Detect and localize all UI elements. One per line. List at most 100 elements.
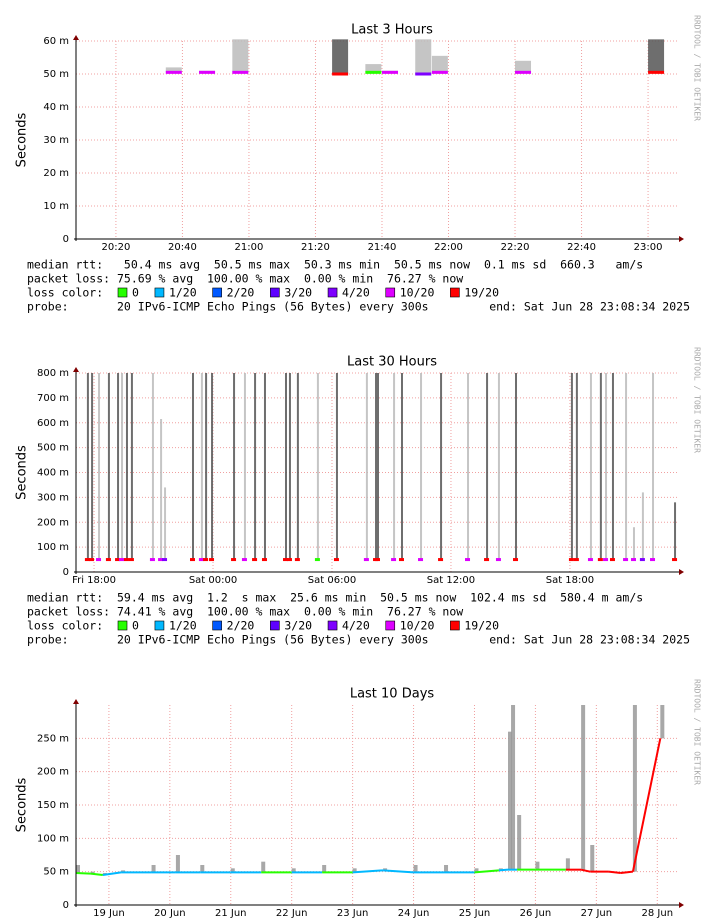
median xyxy=(597,558,603,562)
smoke xyxy=(243,373,246,560)
y-tick-label: 300 m xyxy=(37,492,69,503)
median xyxy=(650,558,656,562)
smoke xyxy=(625,373,628,560)
median xyxy=(672,558,678,562)
side-text: RRDTOOL / TOBI OETIKER xyxy=(693,347,702,453)
probe-line: probe: 20 IPv6-ICMP Echo Pings (56 Bytes… xyxy=(27,633,429,647)
smoke xyxy=(191,373,194,560)
x-tick-label: 24 Jun xyxy=(398,908,430,919)
x-tick-label: 22:40 xyxy=(567,242,596,253)
legend-swatch xyxy=(212,287,222,298)
smoke xyxy=(581,705,586,870)
smoke xyxy=(632,527,635,560)
median xyxy=(415,72,432,76)
smoke xyxy=(375,373,378,560)
smoke xyxy=(611,373,614,560)
legend-swatch xyxy=(270,287,280,298)
median xyxy=(418,558,424,562)
median-line xyxy=(474,869,499,874)
chart-title: Last 10 Days xyxy=(350,687,435,702)
median xyxy=(198,558,204,562)
median xyxy=(115,558,121,562)
smoke xyxy=(383,868,388,871)
x-tick-label: 21:00 xyxy=(235,242,264,253)
y-tick-label: 50 m xyxy=(43,69,69,80)
y-tick-label: 150 m xyxy=(37,800,69,811)
median-line xyxy=(620,870,634,874)
x-arrow xyxy=(679,902,684,908)
smoke xyxy=(400,373,403,560)
smoke xyxy=(288,373,291,560)
x-tick-label: 21 Jun xyxy=(215,908,247,919)
smoke xyxy=(590,845,595,872)
median-line xyxy=(383,869,414,874)
median xyxy=(609,558,615,562)
median xyxy=(623,558,629,562)
smoke xyxy=(431,55,448,73)
median-line xyxy=(498,868,509,872)
smoke xyxy=(261,861,266,873)
median xyxy=(365,70,382,74)
median xyxy=(282,558,288,562)
legend-label: 19/20 xyxy=(464,619,499,633)
smoke xyxy=(508,731,513,870)
median xyxy=(241,558,247,562)
y-tick-label: 100 m xyxy=(37,542,69,553)
x-tick-label: 28 Jun xyxy=(642,908,674,919)
smoke xyxy=(652,373,655,560)
median xyxy=(398,558,404,562)
y-tick-label: 800 m xyxy=(37,368,69,379)
legend-label: 0 xyxy=(132,286,139,300)
smoke xyxy=(117,373,120,560)
x-tick-label: Sat 12:00 xyxy=(427,575,475,586)
median xyxy=(199,70,216,74)
median xyxy=(294,558,300,562)
smoke xyxy=(263,373,266,560)
legend-label: 1/20 xyxy=(169,286,197,300)
legend-swatch xyxy=(212,620,222,631)
y-tick-label: 40 m xyxy=(43,102,69,113)
legend-label: 2/20 xyxy=(227,619,255,633)
smoke xyxy=(515,60,532,73)
x-tick-label: 19 Jun xyxy=(93,908,125,919)
smoke xyxy=(151,865,156,873)
median xyxy=(363,558,369,562)
median xyxy=(648,70,665,74)
median xyxy=(515,70,532,74)
chart-title: Last 30 Hours xyxy=(347,355,437,370)
smoke xyxy=(160,419,163,560)
y-tick-label: 400 m xyxy=(37,468,69,479)
median xyxy=(438,558,444,562)
y-tick-label: 100 m xyxy=(37,833,69,844)
y-tick-label: 200 m xyxy=(37,517,69,528)
median-line xyxy=(580,868,591,873)
stats-line: packet loss: 74.41 % avg 100.00 % max 0.… xyxy=(27,605,463,619)
legend-label: 10/20 xyxy=(400,619,435,633)
y-tick-label: 200 m xyxy=(37,767,69,778)
smoke xyxy=(335,373,338,560)
smoke xyxy=(130,373,133,560)
x-tick-label: 22 Jun xyxy=(276,908,308,919)
smoke xyxy=(511,705,516,870)
median xyxy=(203,558,209,562)
x-tick-label: 20 Jun xyxy=(154,908,186,919)
median xyxy=(162,558,168,562)
legend-swatch xyxy=(450,287,460,298)
y-arrow xyxy=(73,699,79,704)
smoke xyxy=(322,865,327,873)
legend-label: 4/20 xyxy=(342,286,370,300)
smoke xyxy=(365,64,382,73)
chart-title: Last 3 Hours xyxy=(351,23,433,38)
smoke xyxy=(474,868,479,873)
median xyxy=(123,558,129,562)
legend-swatch xyxy=(270,620,280,631)
legend-label: 0 xyxy=(132,619,139,633)
smoke xyxy=(444,865,449,873)
x-tick-label: 27 Jun xyxy=(581,908,613,919)
smoke xyxy=(76,865,80,873)
legend-label: 19/20 xyxy=(464,286,499,300)
smoke xyxy=(674,502,677,560)
smoke xyxy=(517,815,522,870)
median xyxy=(231,558,237,562)
